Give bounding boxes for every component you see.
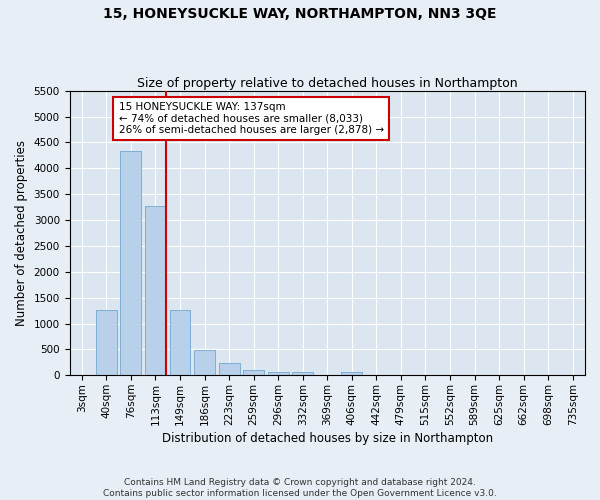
X-axis label: Distribution of detached houses by size in Northampton: Distribution of detached houses by size …	[162, 432, 493, 445]
Bar	[121, 151, 142, 376]
Bar	[268, 372, 289, 376]
Bar	[341, 372, 362, 376]
Text: 15 HONEYSUCKLE WAY: 137sqm
← 74% of detached houses are smaller (8,033)
26% of s: 15 HONEYSUCKLE WAY: 137sqm ← 74% of deta…	[119, 102, 384, 136]
Text: 15, HONEYSUCKLE WAY, NORTHAMPTON, NN3 3QE: 15, HONEYSUCKLE WAY, NORTHAMPTON, NN3 3Q…	[103, 8, 497, 22]
Bar	[292, 372, 313, 376]
Bar	[243, 370, 264, 376]
Bar	[170, 310, 190, 376]
Bar	[194, 350, 215, 376]
Title: Size of property relative to detached houses in Northampton: Size of property relative to detached ho…	[137, 76, 518, 90]
Y-axis label: Number of detached properties: Number of detached properties	[15, 140, 28, 326]
Bar	[218, 364, 239, 376]
Text: Contains HM Land Registry data © Crown copyright and database right 2024.
Contai: Contains HM Land Registry data © Crown c…	[103, 478, 497, 498]
Bar	[145, 206, 166, 376]
Bar	[96, 310, 117, 376]
